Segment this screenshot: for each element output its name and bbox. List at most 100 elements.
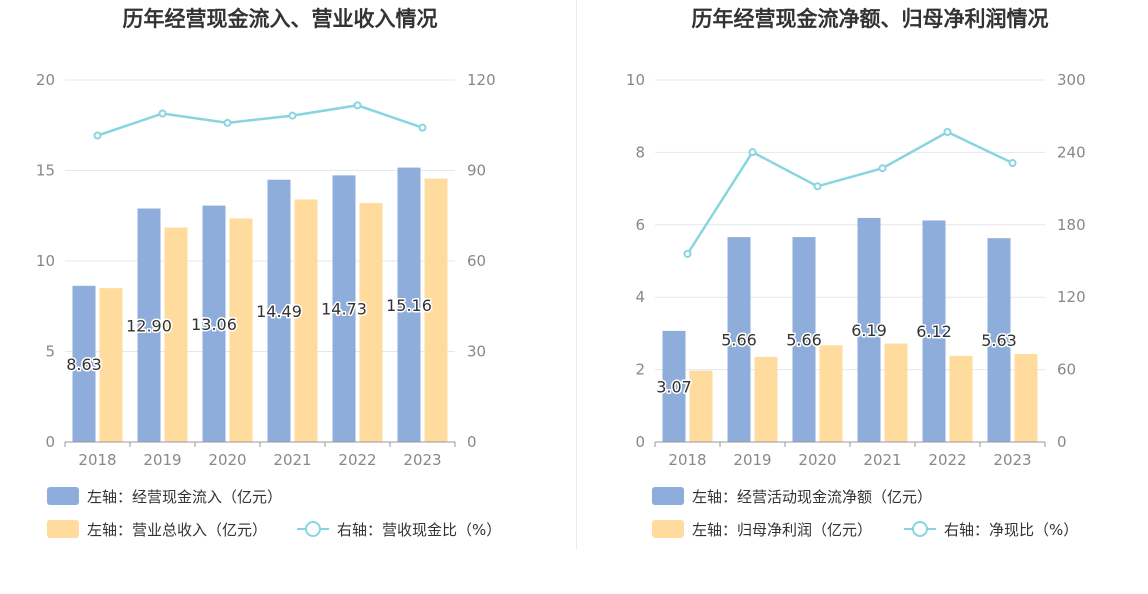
legend-swatch [47, 487, 79, 505]
bar [424, 178, 448, 442]
cash-inflow-revenue-chart: 历年经营现金流入、营业收入情况 0 5 10 15 20 0 30 60 90 120 2018 201… [36, 7, 501, 539]
left-axis-tick-label: 0 [635, 433, 645, 451]
left-axis-tick-label: 6 [635, 216, 645, 234]
bar [884, 343, 908, 442]
bar [99, 288, 123, 442]
bar [987, 238, 1011, 442]
right-axis-tick-label: 90 [467, 162, 486, 180]
bar [229, 218, 253, 442]
left-axis-tick-label: 2 [635, 361, 645, 379]
right-axis-tick-label: 60 [1057, 361, 1076, 379]
chart-title: 历年经营现金流入、营业收入情况 [123, 7, 438, 31]
right-axis-tick-label: 120 [1057, 288, 1086, 306]
x-axis-tick-label: 2021 [863, 451, 901, 469]
legend-label: 右轴：净现比（%） [944, 521, 1078, 539]
line-point [878, 164, 887, 173]
legend-label: 右轴：营收现金比（%） [337, 521, 501, 539]
bar-data-label: 12.90 [126, 316, 172, 335]
legend-swatch [47, 520, 79, 538]
line-point [93, 131, 102, 140]
bar [754, 356, 778, 442]
x-axis-tick-label: 2019 [143, 451, 181, 469]
right-axis-tick-label: 240 [1057, 143, 1086, 161]
legend-marker [912, 521, 928, 537]
bar-data-label: 8.63 [66, 355, 102, 374]
chart-root: 历年经营现金流入、营业收入情况 0 5 10 15 20 0 30 60 90 120 2018 201… [36, 7, 501, 539]
bar-data-label: 5.63 [981, 331, 1017, 350]
right-axis-tick-label: 60 [467, 252, 486, 270]
bar [72, 285, 96, 442]
chart-title: 历年经营现金流净额、归母净利润情况 [692, 7, 1049, 31]
bar-data-label: 5.66 [786, 331, 822, 350]
left-axis-tick-label: 10 [626, 71, 645, 89]
line-point [813, 182, 822, 191]
line-point [223, 118, 232, 127]
left-axis-tick-label: 15 [36, 162, 55, 180]
bar [202, 205, 226, 442]
bar-data-label: 14.73 [321, 300, 367, 319]
bar [792, 237, 816, 442]
x-axis-tick-label: 2021 [273, 451, 311, 469]
legend-marker [305, 521, 321, 537]
x-axis-tick-label: 2020 [798, 451, 836, 469]
legend-label: 左轴：营业总收入（亿元） [87, 521, 267, 539]
bar [727, 237, 751, 442]
left-axis-tick-label: 4 [635, 288, 645, 306]
x-axis-tick-label: 2018 [78, 451, 116, 469]
bar-data-label: 6.19 [851, 321, 887, 340]
series-line [97, 104, 423, 137]
bar-data-label: 14.49 [256, 302, 302, 321]
right-axis-tick-label: 0 [1057, 433, 1067, 451]
x-axis-tick-label: 2019 [733, 451, 771, 469]
right-axis-tick-label: 180 [1057, 216, 1086, 234]
bar [164, 227, 188, 442]
right-axis-tick-label: 30 [467, 343, 486, 361]
line-point [353, 101, 362, 110]
bar [359, 203, 383, 442]
bar [662, 330, 686, 442]
left-axis-tick-label: 0 [45, 433, 55, 451]
bar [397, 167, 421, 442]
x-axis-tick-label: 2023 [993, 451, 1031, 469]
bar-data-label: 6.12 [916, 322, 952, 341]
line-point [683, 249, 692, 258]
bar [922, 220, 946, 442]
line-point [1008, 159, 1017, 168]
bar [857, 217, 881, 442]
legend-label: 左轴：归母净利润（亿元） [692, 521, 872, 539]
x-axis-tick-label: 2018 [668, 451, 706, 469]
bar [267, 179, 291, 442]
left-axis-tick-label: 8 [635, 143, 645, 161]
bar [949, 355, 973, 442]
x-axis-tick-label: 2022 [338, 451, 376, 469]
line-point [748, 148, 757, 157]
bar [137, 208, 161, 442]
net-cashflow-profit-chart: 历年经营现金流净额、归母净利润情况 0 2 4 6 8 10 0 60 120 180 240 300 2… [626, 7, 1086, 539]
x-axis-tick-label: 2023 [403, 451, 441, 469]
legend-label: 左轴：经营现金流入（亿元） [87, 488, 282, 506]
bar [819, 345, 843, 442]
bar [294, 199, 318, 442]
bar [689, 370, 713, 442]
line-point [158, 109, 167, 118]
chart-panel-right: 历年经营现金流净额、归母净利润情况 0 2 4 6 8 10 0 60 120 180 240 300 2… [574, 0, 1148, 589]
right-axis-tick-label: 120 [467, 71, 496, 89]
bar-data-label: 3.07 [656, 377, 692, 396]
bar [1014, 354, 1038, 442]
line-point [288, 111, 297, 120]
bar-data-label: 15.16 [386, 296, 432, 315]
x-axis-tick-label: 2020 [208, 451, 246, 469]
left-axis-tick-label: 5 [45, 343, 55, 361]
right-axis-tick-label: 300 [1057, 71, 1086, 89]
bar-data-label: 13.06 [191, 315, 237, 334]
line-point [943, 128, 952, 137]
legend-swatch [652, 520, 684, 538]
series-line [686, 130, 1014, 255]
chart-root: 历年经营现金流净额、归母净利润情况 0 2 4 6 8 10 0 60 120 180 240 300 2… [626, 7, 1086, 539]
panel-divider [576, 0, 577, 550]
legend-label: 左轴：经营活动现金流净额（亿元） [692, 488, 932, 506]
left-axis-tick-label: 10 [36, 252, 55, 270]
line-point [418, 123, 427, 132]
legend-swatch [652, 487, 684, 505]
chart-panel-left: 历年经营现金流入、营业收入情况 0 5 10 15 20 0 30 60 90 120 2018 201… [0, 0, 574, 589]
